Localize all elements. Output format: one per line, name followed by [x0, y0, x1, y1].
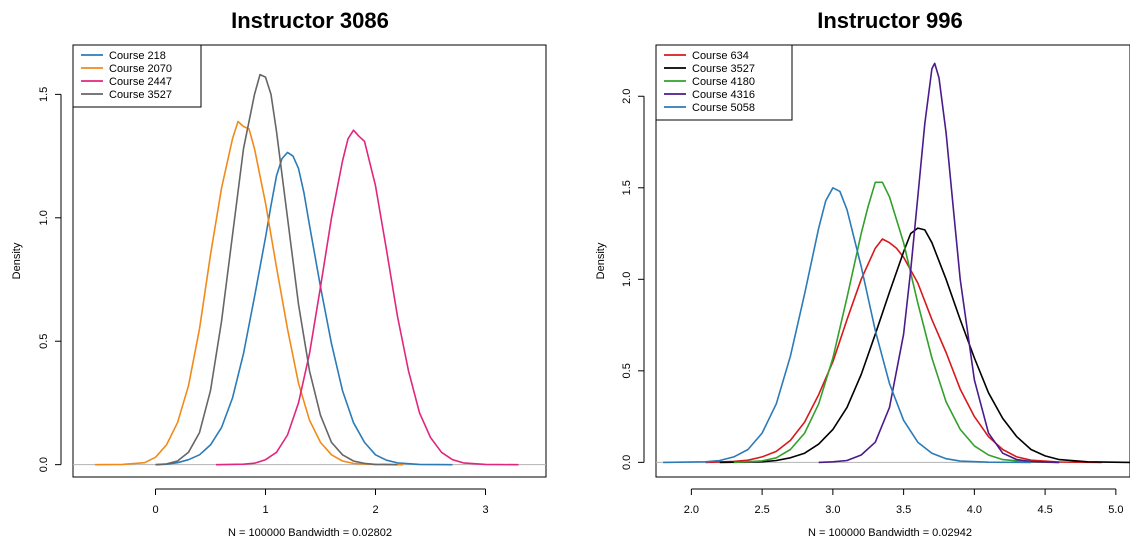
chart-title-left: Instructor 3086: [231, 8, 389, 33]
x-tick-label: 2.0: [684, 504, 699, 516]
legend-label: Course 218: [109, 50, 166, 62]
density-curve: [94, 120, 404, 466]
x-tick-label: 4.0: [967, 504, 982, 516]
y-tick-label: 1.0: [621, 272, 633, 287]
legend-label: Course 634: [692, 50, 749, 62]
plot-frame-right: [655, 44, 1130, 478]
y-tick-label: 1.5: [621, 180, 633, 195]
x-axis-label-right: N = 100000 Bandwidth = 0.02942: [808, 527, 972, 539]
axes-right: 2.0 2.5 3.0 3.5 4.0 4.5 5.0 0.0 0.5 1.0 1.5 2.0: [621, 89, 1130, 516]
legend-label: Course 2447: [109, 76, 172, 88]
y-axis-label-right: Density: [595, 242, 607, 279]
density-curve: [215, 129, 519, 466]
density-curve: [719, 227, 1130, 464]
y-tick-label: 0.0: [38, 457, 50, 472]
density-curve: [818, 62, 1060, 464]
x-tick-label: 2: [372, 504, 378, 516]
density-curve: [155, 73, 398, 466]
legend-label: Course 4180: [692, 76, 755, 88]
panel-right: Instructor 996 2.0 2.5 3.0 3.5 4.0 4.5 5.0 0.0 0…: [595, 8, 1130, 539]
panel-left: Instructor 3086 0 1 2 3 0.0 0.5 1.0 1.5 Course …: [11, 8, 547, 539]
y-tick-label: 0.0: [621, 455, 633, 470]
curves-right: [663, 62, 1130, 464]
density-curve: [733, 181, 1060, 464]
y-axis-label-left: Density: [11, 242, 23, 279]
x-tick-label: 3.5: [896, 504, 911, 516]
y-tick-label: 2.0: [621, 89, 633, 104]
x-tick-label: 2.5: [754, 504, 769, 516]
legend-label: Course 4316: [692, 89, 755, 101]
plot-frame-left: [72, 44, 547, 478]
chart-title-right: Instructor 996: [817, 8, 963, 33]
y-tick-label: 1.5: [38, 87, 50, 102]
legend-label: Course 3527: [109, 89, 172, 101]
legend-label: Course 5058: [692, 102, 755, 114]
x-tick-label: 3: [482, 504, 488, 516]
x-tick-label: 3.0: [825, 504, 840, 516]
y-tick-label: 0.5: [621, 363, 633, 378]
x-axis-label-left: N = 100000 Bandwidth = 0.02802: [228, 527, 392, 539]
legend-label: Course 2070: [109, 63, 172, 75]
x-tick-label: 5.0: [1108, 504, 1123, 516]
x-tick-label: 1: [262, 504, 268, 516]
axes-left: 0 1 2 3 0.0 0.5 1.0 1.5: [38, 87, 546, 516]
curves-left: [94, 73, 519, 466]
density-curve: [663, 187, 1032, 464]
density-curve: [155, 151, 453, 466]
x-tick-label: 0: [152, 504, 158, 516]
x-tick-label: 4.5: [1037, 504, 1052, 516]
y-tick-label: 0.5: [38, 334, 50, 349]
y-tick-label: 1.0: [38, 210, 50, 225]
legend-label: Course 3527: [692, 63, 755, 75]
